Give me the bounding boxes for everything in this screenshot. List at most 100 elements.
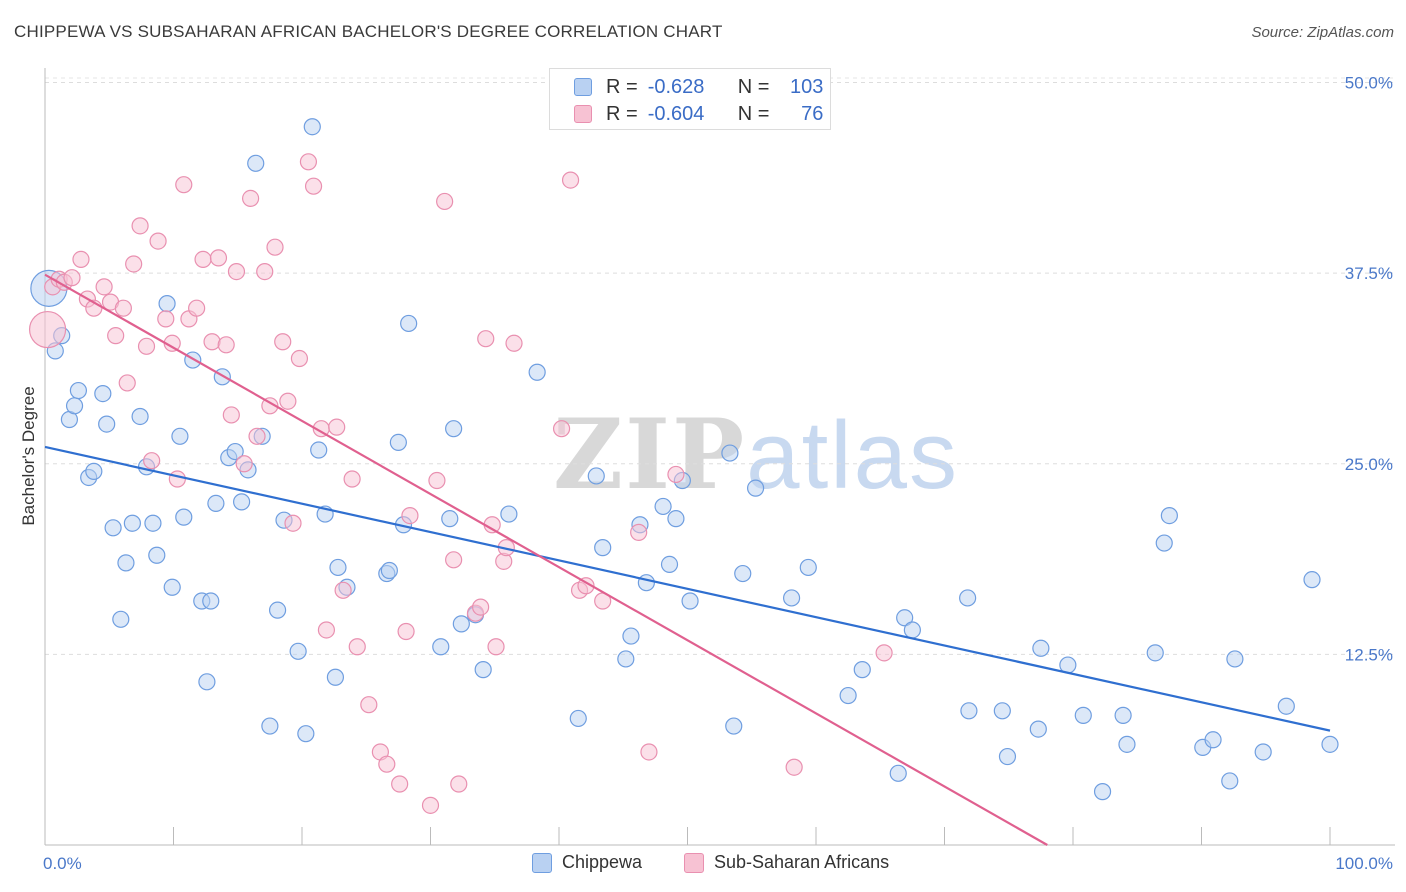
chippewa-point xyxy=(622,627,640,645)
chippewa-point xyxy=(144,514,162,532)
chippewa-point xyxy=(681,592,699,610)
chippewa-point xyxy=(853,661,871,679)
subsaharan-point xyxy=(188,299,206,317)
correlation-legend: R = -0.628 N = 103 R = -0.604 N = 76 xyxy=(549,68,831,130)
subsaharan-point xyxy=(274,333,292,351)
chippewa-point xyxy=(117,554,135,572)
chippewa-point xyxy=(432,638,450,656)
subsaharan-point xyxy=(261,397,279,415)
subsaharan-point xyxy=(149,232,167,250)
subsaharan-point xyxy=(348,638,366,656)
chippewa-point xyxy=(1093,783,1112,801)
chippewa-point xyxy=(903,621,921,639)
chippewa-point xyxy=(721,444,739,462)
subsaharan-point xyxy=(577,577,595,595)
chippewa-point xyxy=(69,381,88,400)
chippewa-point xyxy=(660,555,679,574)
chippewa-point xyxy=(896,609,914,627)
chippewa-point xyxy=(112,610,130,628)
chippewa-point xyxy=(594,539,612,557)
subsaharan-point xyxy=(194,250,212,268)
subsaharan-point xyxy=(217,336,235,354)
chippewa-point xyxy=(569,709,587,728)
chippewa-point xyxy=(474,661,492,679)
legend-row-subsaharan: R = -0.604 N = 76 xyxy=(574,102,823,126)
subsaharan-point xyxy=(72,250,90,268)
chippewa-point xyxy=(587,467,605,485)
chippewa-point xyxy=(175,508,193,526)
watermark-zip: ZIP xyxy=(553,398,747,511)
chippewa-point xyxy=(94,385,112,403)
source-note: Source: ZipAtlas.com xyxy=(1251,24,1394,41)
chippewa-point xyxy=(1032,639,1050,657)
chippewa-point xyxy=(654,497,672,516)
chippewa-point xyxy=(123,514,141,532)
chippewa-point xyxy=(1321,735,1339,753)
chippewa-point xyxy=(1221,772,1239,790)
subsaharan-point xyxy=(168,470,186,488)
legend-item-chippewa[interactable]: Chippewa xyxy=(532,852,642,873)
subsaharan-point xyxy=(235,455,253,473)
subsaharan-point xyxy=(284,514,302,532)
subsaharan-point xyxy=(401,506,419,525)
chippewa-point xyxy=(226,442,244,461)
subsaharan-point xyxy=(279,392,297,410)
chippewa-point xyxy=(1204,731,1222,749)
chippewa-point xyxy=(1155,534,1173,552)
axes xyxy=(44,68,1395,846)
subsaharan-point xyxy=(157,310,175,328)
n-label: N = xyxy=(737,102,770,125)
chippewa-point xyxy=(65,397,84,415)
chippewa-point xyxy=(247,154,265,172)
chippewa-point xyxy=(163,578,181,596)
r-label: R = xyxy=(606,75,638,98)
chippewa-point xyxy=(960,702,978,720)
chippewa-point xyxy=(959,589,977,607)
subsaharan-point xyxy=(317,621,336,639)
subsaharan-point xyxy=(391,775,409,793)
y-tick-label: 37.5% xyxy=(1345,264,1393,283)
chippewa-point xyxy=(1146,644,1164,662)
chippewa-point xyxy=(1074,706,1092,724)
subsaharan-point xyxy=(561,171,580,189)
subsaharan-point xyxy=(299,153,318,171)
chippewa-point xyxy=(1114,706,1132,724)
watermark: ZIPatlas xyxy=(553,398,959,511)
series-legend: Chippewa Sub-Saharan Africans xyxy=(0,852,1406,878)
subsaharan-point xyxy=(114,299,132,317)
chippewa-point xyxy=(297,725,315,743)
chippewa-point xyxy=(389,433,407,451)
chippewa-point xyxy=(1029,720,1047,738)
chippewa-point xyxy=(747,479,765,497)
subsaharan-point xyxy=(209,249,228,267)
watermark-atlas: atlas xyxy=(746,402,959,509)
subsaharan-point xyxy=(222,406,240,424)
subsaharan-point xyxy=(360,696,378,714)
chippewa-point xyxy=(202,592,220,610)
legend-label: Chippewa xyxy=(562,852,643,872)
subsaharan-trend-line xyxy=(44,273,1048,846)
chippewa-point xyxy=(725,717,743,735)
subsaharan-point xyxy=(667,465,685,484)
chippewa-point xyxy=(1226,650,1244,668)
chippewa-point xyxy=(528,363,546,381)
subsaharan-point xyxy=(343,470,361,488)
subsaharan-point xyxy=(63,269,81,287)
subsaharan-point xyxy=(334,581,352,599)
chippewa-point xyxy=(1303,571,1321,589)
chippewa-point xyxy=(261,717,279,735)
subsaharan-point xyxy=(640,743,658,761)
n-label: N = xyxy=(737,75,770,98)
y-tick-label: 50.0% xyxy=(1345,74,1393,93)
chippewa-point xyxy=(1254,743,1272,761)
chippewa-point xyxy=(303,118,321,136)
chippewa-point xyxy=(104,519,122,537)
chippewa-point xyxy=(998,747,1017,766)
subsaharan-legend-swatch xyxy=(684,852,704,873)
chippewa-point xyxy=(452,615,470,633)
legend-item-subsaharan[interactable]: Sub-Saharan Africans xyxy=(684,852,889,873)
chippewa-point xyxy=(380,561,398,580)
subsaharan-point xyxy=(290,349,309,368)
subsaharan-point xyxy=(256,263,274,281)
